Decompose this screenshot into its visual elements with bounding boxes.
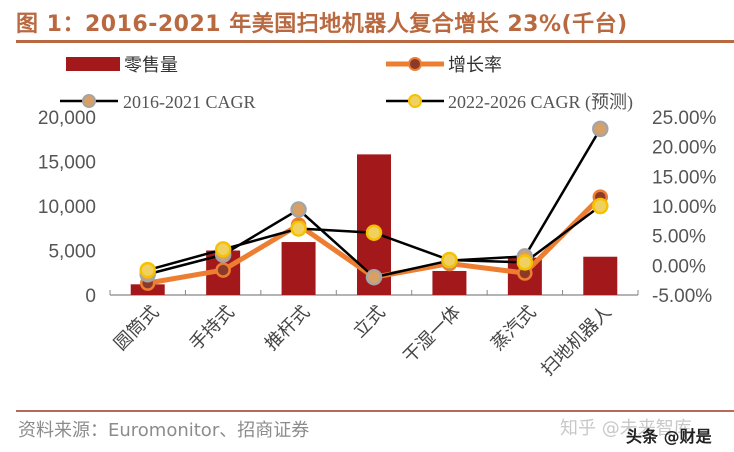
legend-label-bar: 零售量 — [124, 55, 178, 76]
legend-label-hist: 2016-2021 CAGR — [123, 92, 256, 112]
legend: 零售量 增长率 2016-2021 CAGR 2022-2026 CAGR (预… — [60, 55, 633, 113]
watermark-zhihu: 知乎 @未来智库 — [560, 418, 692, 439]
left-axis-tick-label: 20,000 — [38, 108, 96, 129]
title-divider — [16, 40, 734, 43]
right-axis-tick-label: 0.00% — [652, 256, 706, 277]
left-axis-tick-label: 5,000 — [48, 242, 96, 263]
cagr-2022-2026-point — [441, 251, 458, 269]
legend-swatch-bar — [66, 57, 120, 71]
x-axis-label: 推杆式 — [261, 302, 314, 355]
left-axis-tick-label: 10,000 — [38, 197, 96, 218]
watermark-toutiao: 头条 @财是 — [626, 427, 712, 446]
cagr-2016-2021-point — [592, 120, 609, 138]
right-axis-tick-label: 10.00% — [652, 197, 717, 218]
left-axis-tick-label: 0 — [85, 286, 96, 307]
right-axis-tick-label: 5.00% — [652, 227, 706, 248]
x-axis-label: 蒸汽式 — [487, 302, 540, 355]
source-note: 资料来源：Euromonitor、招商证券 — [18, 420, 310, 441]
cagr-2022-2026-point — [139, 261, 156, 279]
cagr-2016-2021-point — [290, 201, 307, 218]
legend-swatch-fcst-marker — [408, 94, 422, 108]
bar-干湿一体 — [432, 270, 467, 295]
axes: 0 5,000 10,000 15,000 20,000 -5.00% 0.00% 5.00%… — [38, 108, 717, 307]
cagr-2022-2026-point — [365, 224, 383, 241]
x-axis-label: 立式 — [349, 302, 389, 342]
cagr-2022-2026-point — [290, 220, 307, 237]
right-axis-tick-label: 20.00% — [652, 138, 717, 159]
left-axis-tick-label: 15,000 — [38, 153, 96, 174]
chart-title: 图 1：2016-2021 年美国扫地机器人复合增长 23%(千台) — [16, 12, 628, 37]
cagr-2016-2021-point — [365, 268, 383, 286]
cagr-2022-2026-point — [214, 241, 232, 258]
x-axis-label: 手持式 — [186, 302, 239, 355]
right-axis-tick-label: -5.00% — [652, 286, 712, 307]
legend-label-growth: 增长率 — [448, 55, 502, 76]
growth-rate-point — [215, 262, 231, 278]
x-axis-label: 圆筒式 — [110, 302, 163, 355]
x-axis-label: 干湿一体 — [399, 302, 465, 368]
legend-swatch-growth-marker — [408, 57, 422, 71]
legend-swatch-hist-marker — [82, 94, 96, 108]
lines — [139, 120, 609, 291]
legend-label-fcst: 2022-2026 CAGR (预测) — [448, 92, 633, 113]
right-axis-tick-label: 25.00% — [652, 108, 717, 129]
cagr-2022-2026-point — [592, 197, 609, 215]
bar-推杆式 — [281, 242, 316, 295]
x-axis-label: 扫地机器人 — [537, 302, 615, 380]
source-divider — [16, 410, 734, 412]
cagr-2022-2026-point — [516, 254, 534, 271]
bar-扫地机器人 — [583, 256, 618, 295]
right-axis-tick-label: 15.00% — [652, 167, 717, 188]
